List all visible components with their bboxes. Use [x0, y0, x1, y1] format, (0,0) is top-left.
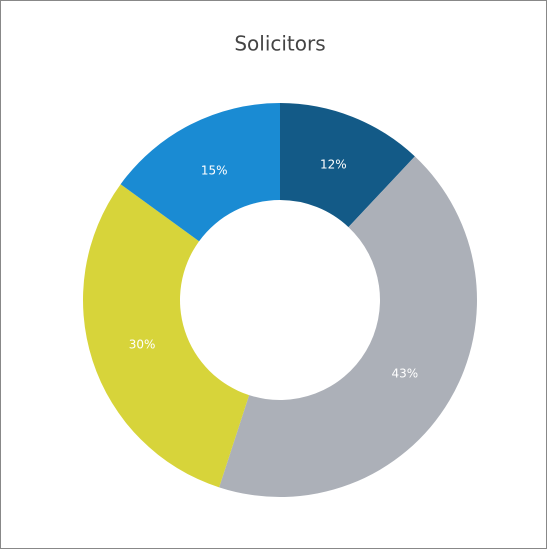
chart-title: Solicitors	[234, 32, 325, 56]
data-label: 30%	[129, 337, 156, 351]
donut-segment	[219, 156, 477, 497]
donut-segment	[83, 184, 250, 488]
data-label: 43%	[391, 366, 418, 380]
donut-segment	[120, 103, 280, 242]
donut-segment	[280, 103, 415, 228]
data-label: 15%	[201, 163, 228, 177]
data-label: 12%	[320, 158, 347, 172]
